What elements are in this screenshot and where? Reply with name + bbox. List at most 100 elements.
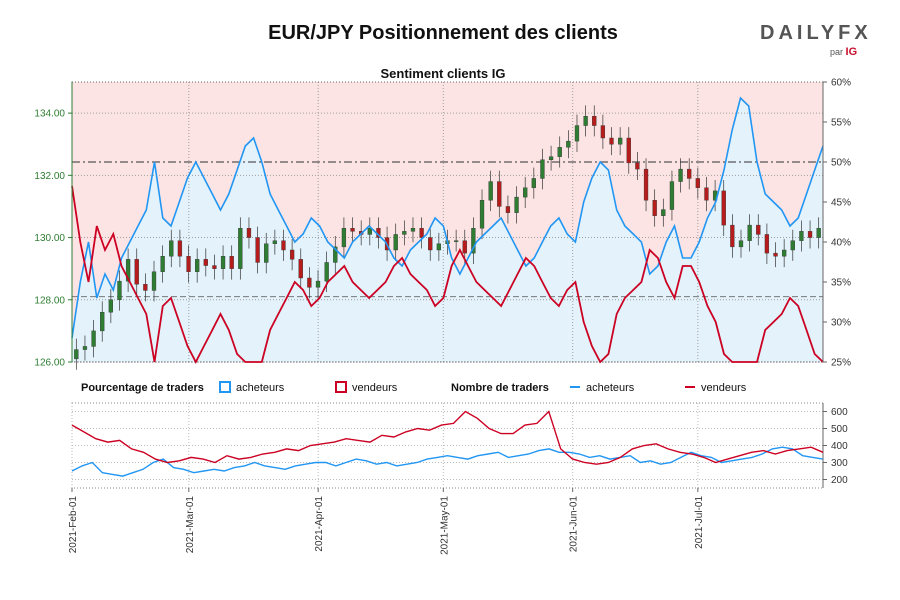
candle (428, 226, 433, 261)
candle-body (807, 231, 813, 238)
candle-body (91, 330, 96, 347)
candle (264, 232, 269, 274)
lower-panel: 200 300 400 500 600 (71, 402, 848, 489)
price-tick-label: 128.00 (34, 295, 65, 306)
candle (402, 220, 407, 246)
candle (790, 229, 795, 261)
candle-body (738, 240, 744, 248)
candle (523, 176, 528, 208)
candle (151, 260, 157, 302)
candle (756, 214, 761, 246)
candle (195, 248, 200, 283)
candle-body (548, 156, 554, 160)
candle-body (108, 299, 113, 313)
pct-tick-label: 55% (831, 118, 851, 129)
candle-body (497, 181, 502, 207)
candle (333, 236, 338, 274)
candle-body (721, 190, 726, 226)
candle-body (678, 168, 683, 182)
logo-daily: DAILY (760, 22, 839, 44)
candle-body (747, 224, 752, 241)
buyers-pct-line (71, 96, 824, 339)
x-tick-label: 2021-Apr-01 (314, 496, 325, 552)
candle-body (756, 224, 761, 235)
candle-body (341, 228, 347, 248)
candle (635, 152, 640, 180)
pct-tick-label: 40% (831, 238, 851, 249)
candle-body (652, 200, 657, 216)
candle (747, 214, 752, 252)
x-tick-label: 2021-Mar-01 (185, 496, 196, 554)
candle-body (704, 187, 709, 201)
candle (134, 248, 139, 296)
candle (807, 220, 813, 249)
candle-body (609, 137, 614, 145)
candle (125, 248, 131, 292)
candle (91, 320, 96, 358)
candle (169, 229, 174, 268)
candle (609, 127, 614, 156)
candle (212, 254, 217, 280)
candle-body (816, 228, 821, 238)
candle-body (436, 243, 442, 251)
candle-body (143, 284, 148, 291)
candle-body (307, 277, 312, 288)
candle-body (643, 168, 649, 201)
candle-body (419, 228, 424, 238)
x-tick-label: 2021-Jun-01 (569, 496, 580, 553)
candle (255, 226, 260, 274)
legend-count-buyers: acheteurs (586, 382, 635, 394)
candle (82, 335, 88, 361)
candle-body (773, 252, 778, 257)
candle (816, 217, 821, 249)
candle-body (453, 240, 459, 242)
candle-body (82, 346, 88, 350)
candle-body (540, 159, 545, 179)
candle-body (324, 262, 329, 282)
candle (453, 229, 459, 252)
candle (436, 232, 442, 261)
candle (203, 248, 208, 277)
candle (687, 158, 692, 190)
candle-body (74, 349, 79, 360)
candle (704, 176, 709, 212)
candle (117, 270, 122, 311)
candle-body (160, 256, 165, 272)
candle-body (730, 224, 735, 248)
candle (479, 189, 485, 240)
candle-body (229, 256, 234, 269)
candle (220, 245, 226, 280)
pct-tick-label: 25% (831, 358, 851, 369)
candle-body (117, 280, 122, 300)
legend-sellers-swatch (335, 381, 347, 393)
price-tick-label: 134.00 (34, 109, 65, 120)
candle (730, 214, 735, 258)
x-tick-label: 2021-Jul-01 (694, 496, 705, 549)
candle-body (531, 178, 536, 188)
candle (678, 158, 683, 193)
legend-buyers-swatch (219, 381, 231, 393)
candle (186, 245, 191, 283)
candle (626, 127, 631, 174)
candle-body (220, 256, 226, 269)
candle (177, 229, 183, 268)
candle-body (203, 259, 208, 266)
candle-body (315, 280, 321, 288)
chart-subtitle: Sentiment clients IG (381, 66, 506, 81)
logo-fx: FX (838, 22, 872, 44)
candle (160, 245, 165, 283)
candle-body (479, 200, 485, 229)
candle-body (177, 240, 183, 257)
candle (315, 270, 321, 299)
logo-wordmark: DAILYFX (760, 22, 870, 45)
candle (505, 195, 511, 224)
candle-body (151, 271, 157, 291)
candle-body (574, 125, 580, 142)
candle-body (289, 249, 295, 260)
candle-body (272, 240, 277, 244)
logo-ig: IG (845, 46, 858, 58)
candle (488, 170, 493, 212)
count-tick-label: 300 (831, 458, 848, 469)
candle-body (695, 178, 700, 188)
candle (246, 217, 252, 249)
